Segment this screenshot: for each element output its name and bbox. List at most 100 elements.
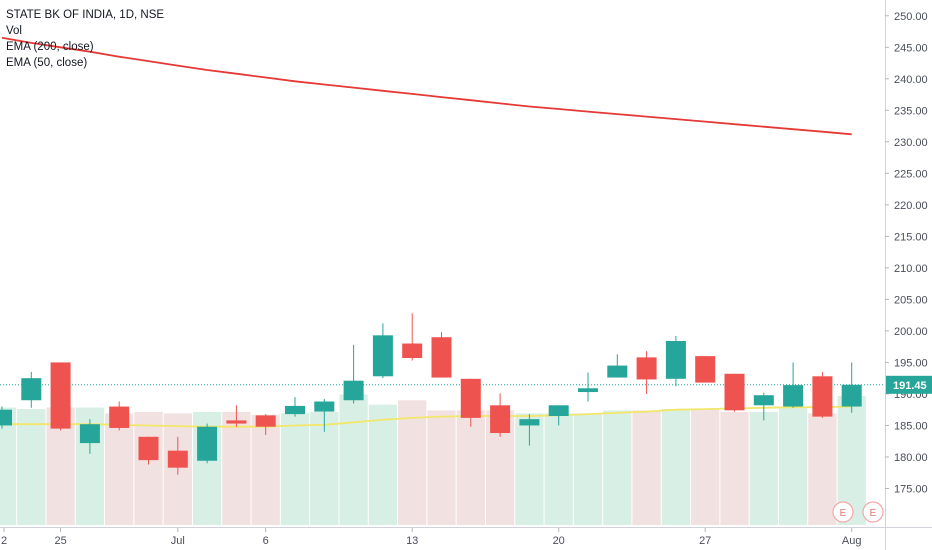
price-axis[interactable]: 175.00180.00185.00190.00195.00200.00205.… — [885, 0, 928, 550]
earnings-marker-circle[interactable] — [832, 501, 854, 523]
candle — [343, 344, 364, 404]
candle — [109, 401, 130, 431]
time-tick-label: 25 — [54, 535, 66, 547]
legend-symbol[interactable]: STATE BK OF INDIA, 1D, NSE — [6, 9, 165, 21]
candle — [548, 405, 569, 426]
candle — [79, 419, 100, 454]
earnings-marker[interactable]: E — [832, 501, 854, 523]
candle-body — [724, 373, 745, 411]
earnings-marker[interactable]: E — [862, 501, 884, 523]
candle — [490, 393, 511, 437]
time-tick-label: 6 — [263, 535, 269, 547]
candle-body — [812, 376, 833, 417]
price-tick-label: 180.00 — [894, 452, 928, 464]
candle-body — [431, 337, 452, 378]
candle — [0, 406, 12, 429]
last-price-label-bg — [886, 375, 932, 394]
price-tick-label: 245.00 — [894, 42, 928, 54]
legend-ema-200[interactable]: EMA (200, close) — [6, 41, 94, 53]
time-tick-label: Aug — [842, 535, 862, 547]
volume-bar — [720, 411, 749, 525]
candle-body — [285, 405, 305, 415]
price-tick-label: 230.00 — [894, 137, 928, 149]
candle — [460, 378, 481, 427]
candle — [402, 313, 423, 361]
candle — [607, 354, 628, 378]
candle — [783, 362, 804, 408]
volume-bar — [573, 413, 603, 525]
candle-body — [665, 340, 686, 379]
volume-bar — [280, 413, 310, 525]
time-tick-label: Jul — [171, 535, 185, 547]
candle-body — [460, 378, 481, 418]
candle — [197, 423, 218, 464]
candle-body — [548, 405, 569, 416]
price-tick-label: 215.00 — [894, 231, 928, 243]
price-tick-label: 210.00 — [894, 263, 928, 275]
candle-body — [314, 401, 335, 412]
candle — [753, 392, 774, 421]
earnings-marker-circle[interactable] — [862, 501, 884, 523]
volume-bar — [17, 409, 46, 525]
price-tick-label: 250.00 — [894, 11, 928, 23]
volume-bar — [368, 404, 398, 525]
volume-bar — [105, 413, 134, 525]
volume-bar — [222, 411, 251, 525]
volume-bar — [456, 410, 485, 525]
candle-body — [50, 362, 71, 429]
candle — [812, 371, 833, 418]
candle-body — [167, 450, 188, 468]
earnings-marker-label[interactable]: E — [840, 508, 847, 519]
candle — [167, 436, 188, 475]
candle-body — [197, 426, 218, 461]
time-axis[interactable]: 2 25 Jul 6 13 20 27 Aug — [0, 527, 932, 548]
volume-bar — [544, 413, 573, 525]
volume-bar — [427, 410, 456, 525]
candle-body — [783, 385, 804, 407]
last-price-label: 191.45 — [886, 375, 932, 394]
candle-body — [0, 409, 12, 426]
candle — [578, 372, 598, 402]
legend-ema-50[interactable]: EMA (50, close) — [6, 57, 88, 69]
candle — [431, 332, 452, 378]
candle-body — [841, 384, 862, 407]
volume-bar — [749, 411, 778, 525]
ema-200-path — [1, 36, 852, 136]
volume-bar — [0, 407, 17, 525]
candle-body — [519, 419, 540, 426]
candle-body — [343, 380, 364, 401]
candle — [285, 397, 305, 417]
time-tick-label: 13 — [406, 535, 418, 547]
ema-50-line — [2, 405, 852, 428]
candle — [21, 371, 42, 408]
volume-bar — [808, 413, 837, 525]
candle-body — [21, 378, 42, 401]
last-price-label-text: 191.45 — [893, 380, 927, 392]
candle-body — [226, 420, 247, 424]
volume-bar — [398, 400, 427, 525]
price-tick-label: 240.00 — [894, 74, 928, 86]
candle-body — [636, 357, 657, 380]
price-tick-label: 175.00 — [894, 483, 928, 495]
candle-body — [255, 415, 276, 427]
candle-body — [79, 424, 100, 444]
candle — [226, 405, 247, 427]
candle-body — [109, 406, 130, 428]
candle-body — [490, 405, 511, 434]
candle-body — [578, 388, 598, 393]
volume-bar — [778, 407, 808, 525]
candle — [50, 362, 71, 431]
candle-body — [607, 365, 628, 378]
volume-bar — [339, 394, 368, 525]
time-tick-label: 27 — [699, 535, 711, 547]
legend-volume[interactable]: Vol — [6, 25, 22, 37]
price-tick-label: 225.00 — [894, 168, 928, 180]
time-tick-label: 2 — [1, 535, 7, 547]
earnings-marker-label[interactable]: E — [870, 508, 877, 519]
volume-bar — [661, 409, 691, 525]
time-tick-label: 20 — [553, 535, 565, 547]
candle — [314, 398, 335, 432]
